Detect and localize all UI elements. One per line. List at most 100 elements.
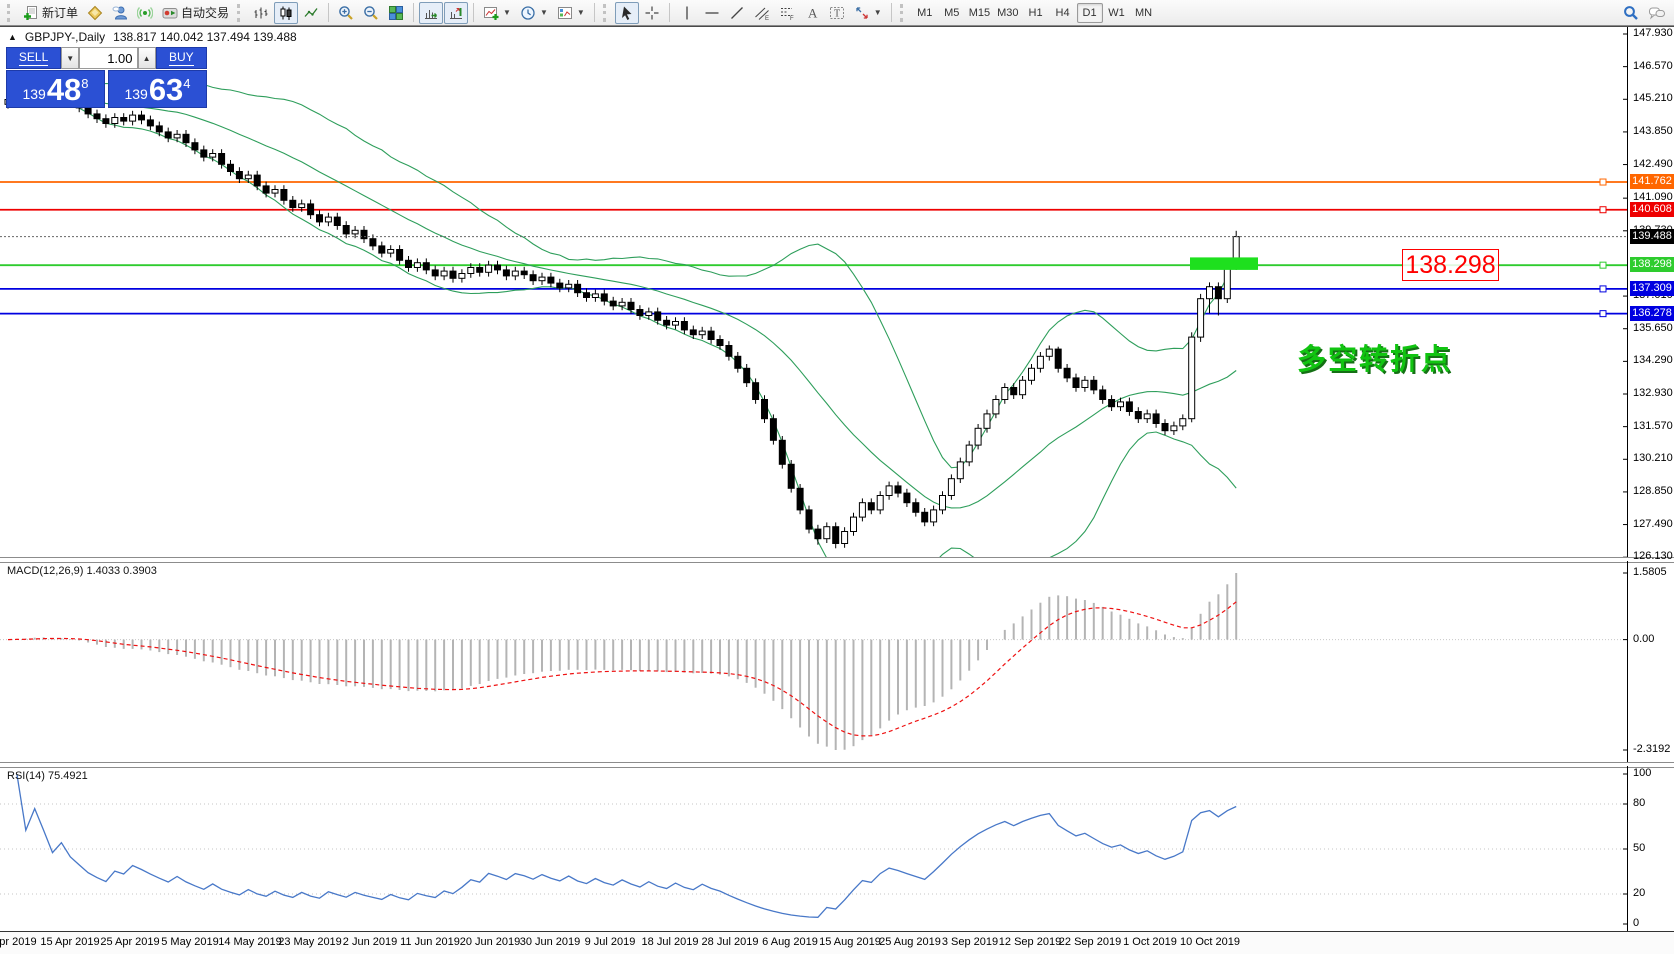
panel-splitter[interactable] bbox=[0, 762, 1674, 768]
macd-axis-tick: 1.5805 bbox=[1633, 566, 1667, 578]
price-axis-tick: 127.490 bbox=[1633, 517, 1673, 530]
timeframe-button-m1[interactable]: M1 bbox=[912, 3, 938, 23]
hline-price-badge: 137.309 bbox=[1630, 280, 1674, 296]
bar-chart-button[interactable] bbox=[249, 2, 273, 24]
rsi-axis-tick: 0 bbox=[1633, 917, 1640, 929]
toolbar-grip[interactable] bbox=[237, 3, 245, 22]
date-axis-tick: 23 May 2019 bbox=[278, 936, 342, 948]
macd-indicator-chart[interactable] bbox=[0, 561, 1628, 762]
text-label-icon: T bbox=[829, 6, 844, 19]
timeframe-button-m15[interactable]: M15 bbox=[966, 3, 993, 23]
timeframe-button-d1[interactable]: D1 bbox=[1076, 2, 1103, 23]
chart-note-text[interactable]: 多空转折点 bbox=[1297, 344, 1453, 376]
auto-scroll-button[interactable] bbox=[419, 1, 444, 24]
price-axis-tick: 130.210 bbox=[1633, 452, 1673, 465]
search-button[interactable] bbox=[1619, 2, 1643, 24]
cursor-tool-button[interactable] bbox=[614, 1, 639, 24]
timeframe-button-h4[interactable]: H4 bbox=[1050, 3, 1076, 23]
date-axis-tick: 20 Jun 2019 bbox=[459, 936, 521, 948]
channel-tool-button[interactable]: E bbox=[750, 2, 774, 24]
fibonacci-icon: F bbox=[780, 7, 794, 21]
line-chart-icon bbox=[304, 7, 318, 17]
buy-price-display[interactable]: 139 63 4 bbox=[108, 70, 207, 108]
metaeditor-icon bbox=[87, 5, 103, 20]
zoom-out-button[interactable] bbox=[359, 2, 383, 24]
autotrading-button[interactable]: 自动交易 bbox=[158, 2, 233, 24]
indicators-dropdown-caret: ▼ bbox=[503, 8, 511, 17]
horizontal-line-tool-button[interactable] bbox=[700, 2, 724, 24]
hline-handle[interactable] bbox=[1599, 285, 1607, 293]
date-axis-tick: 22 Sep 2019 bbox=[1058, 936, 1122, 948]
timeframe-group: M1 M5 M15 M30 H1 H4 D1 W1 MN bbox=[912, 2, 1157, 23]
price-callout-textbox[interactable]: 138.298 bbox=[1402, 249, 1499, 281]
price-axis-tick: 143.850 bbox=[1633, 124, 1673, 137]
clock-icon bbox=[521, 5, 535, 20]
zoom-out-icon bbox=[364, 5, 378, 20]
macd-histogram bbox=[15, 573, 1238, 750]
date-axis-tick: 5 May 2019 bbox=[161, 936, 219, 948]
zoom-in-button[interactable] bbox=[334, 2, 358, 24]
buy-price-main: 63 bbox=[148, 72, 184, 107]
toolbar-grip[interactable] bbox=[602, 3, 611, 22]
timeframe-button-m5[interactable]: M5 bbox=[939, 3, 965, 23]
arrow-objects-icon bbox=[856, 6, 868, 19]
rsi-axis-tick: 100 bbox=[1633, 767, 1652, 779]
date-axis-tick: 15 Apr 2019 bbox=[40, 936, 100, 948]
text-tool-button[interactable]: A bbox=[800, 2, 824, 24]
new-order-button[interactable]: 新订单 bbox=[19, 2, 82, 24]
crosshair-icon bbox=[645, 6, 659, 19]
community-button[interactable] bbox=[108, 2, 132, 24]
buy-button[interactable]: BUY bbox=[155, 47, 207, 69]
templates-button[interactable]: ▼ bbox=[553, 2, 589, 24]
sell-price-display[interactable]: 139 48 8 bbox=[6, 70, 105, 108]
rsi-line bbox=[16, 773, 1237, 918]
hline-handle[interactable] bbox=[1599, 206, 1607, 214]
search-icon bbox=[1624, 5, 1638, 20]
timeframe-button-h1[interactable]: H1 bbox=[1023, 3, 1049, 23]
rsi-indicator-chart[interactable] bbox=[0, 766, 1628, 931]
svg-text:A: A bbox=[808, 5, 818, 20]
main-price-chart[interactable] bbox=[0, 27, 1628, 557]
metaeditor-button[interactable] bbox=[83, 2, 107, 24]
fibonacci-tool-button[interactable]: F bbox=[775, 2, 799, 24]
tile-windows-button[interactable] bbox=[384, 2, 408, 24]
chat-button[interactable] bbox=[1644, 2, 1670, 24]
volume-input[interactable]: 1.00 bbox=[79, 47, 138, 69]
periods-button[interactable]: ▼ bbox=[516, 2, 552, 24]
text-a-icon: A bbox=[808, 5, 818, 20]
indicators-icon bbox=[484, 6, 499, 20]
support-zone-rectangle[interactable] bbox=[1190, 257, 1258, 270]
cursor-icon bbox=[621, 6, 632, 20]
arrows-tool-button[interactable]: ▼ bbox=[850, 2, 886, 24]
toolbar-grip[interactable] bbox=[899, 3, 908, 22]
date-axis-tick: 3 Sep 2019 bbox=[941, 936, 999, 948]
timeframe-button-w1[interactable]: W1 bbox=[1104, 3, 1130, 23]
crosshair-tool-button[interactable] bbox=[640, 2, 664, 24]
signals-button[interactable] bbox=[133, 2, 157, 24]
toolbar-separator bbox=[593, 3, 595, 22]
timeframe-button-m30[interactable]: M30 bbox=[994, 3, 1021, 23]
line-chart-button[interactable] bbox=[299, 2, 323, 24]
volume-increase-button[interactable]: ▲ bbox=[137, 47, 156, 69]
indicators-button[interactable]: ▼ bbox=[479, 2, 515, 24]
chart-shift-button[interactable] bbox=[444, 1, 469, 24]
toolbar-grip[interactable] bbox=[7, 3, 15, 22]
hline-handle[interactable] bbox=[1599, 261, 1607, 269]
horizontal-line-icon bbox=[705, 11, 719, 14]
hline-handle[interactable] bbox=[1599, 178, 1607, 186]
sell-button[interactable]: SELL bbox=[6, 47, 62, 69]
panel-splitter[interactable] bbox=[0, 557, 1674, 563]
hline-price-badge: 140.608 bbox=[1630, 201, 1674, 217]
volume-decrease-button[interactable]: ▼ bbox=[61, 47, 80, 69]
collapse-trade-panel-icon[interactable]: ▲ bbox=[8, 32, 17, 42]
trendline-tool-button[interactable] bbox=[725, 2, 749, 24]
label-tool-button[interactable]: T bbox=[825, 2, 849, 24]
vertical-line-tool-button[interactable] bbox=[675, 2, 699, 24]
trendline-icon bbox=[730, 6, 743, 19]
bar-chart-icon bbox=[254, 7, 268, 18]
timeframe-button-mn[interactable]: MN bbox=[1131, 3, 1157, 23]
svg-text:T: T bbox=[834, 8, 840, 19]
candlestick-chart-button[interactable] bbox=[274, 1, 299, 24]
hline-handle[interactable] bbox=[1599, 310, 1607, 318]
